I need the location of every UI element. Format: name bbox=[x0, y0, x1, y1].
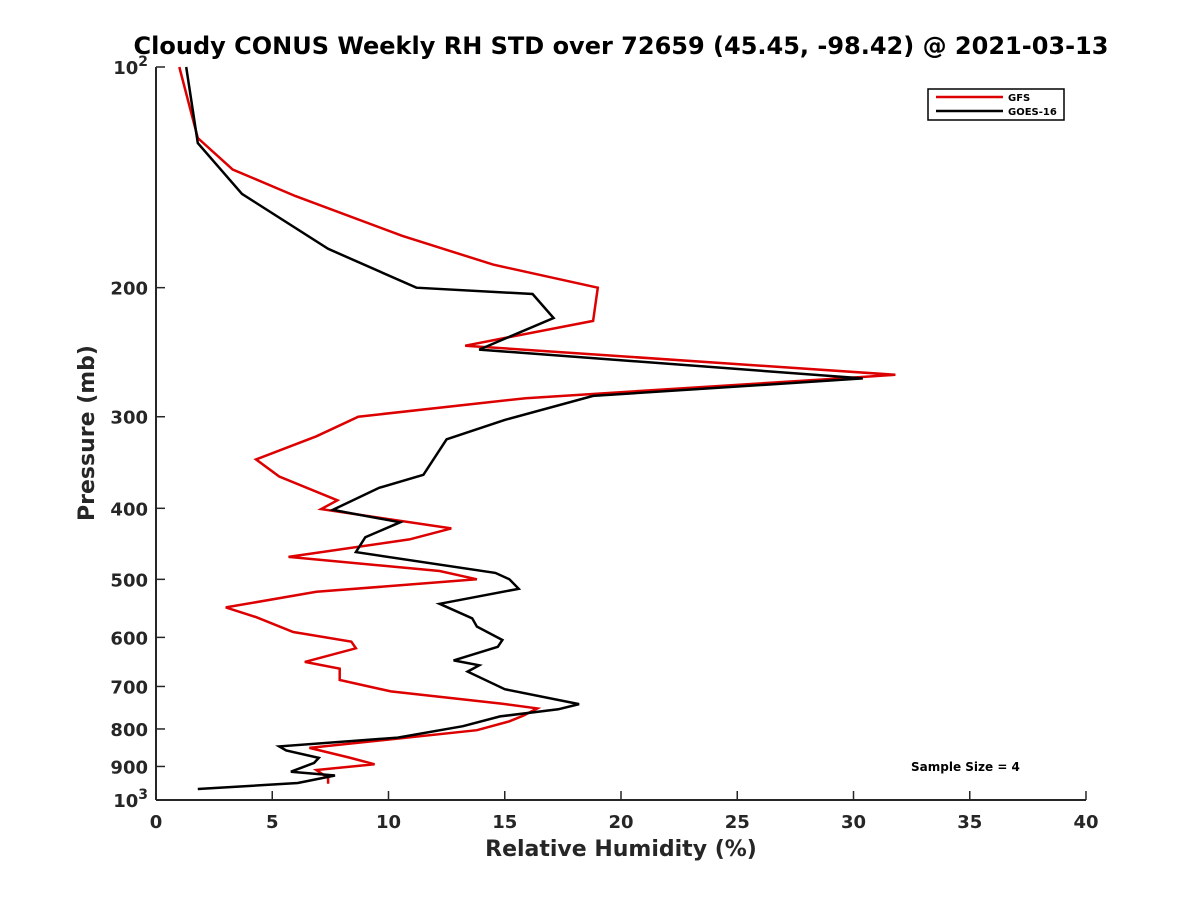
y-tick-label: 400 bbox=[110, 499, 148, 520]
y-axis-label: Pressure (mb) bbox=[75, 345, 100, 521]
legend-label-gfs: GFS bbox=[1008, 93, 1030, 104]
series-line-goes-16 bbox=[184, 66, 863, 791]
x-ticks: 0 5 10 15 20 25 30 35 40 bbox=[150, 791, 1099, 833]
x-tick-label: 30 bbox=[841, 812, 866, 833]
x-tick-label: 10 bbox=[376, 812, 401, 833]
y-tick-label: 103 bbox=[113, 787, 148, 812]
y-tick-label: 700 bbox=[110, 677, 148, 698]
y-tick-label: 500 bbox=[110, 570, 148, 591]
x-tick-label: 0 bbox=[150, 812, 163, 833]
y-tick-label: 200 bbox=[110, 279, 148, 300]
series-line-gfs bbox=[178, 66, 896, 784]
legend-box bbox=[927, 88, 1065, 121]
x-tick-label: 20 bbox=[608, 812, 633, 833]
series-layer bbox=[178, 66, 896, 791]
y-tick-label: 600 bbox=[110, 628, 148, 649]
x-tick-label: 15 bbox=[492, 812, 517, 833]
x-tick-label: 40 bbox=[1073, 812, 1098, 833]
y-tick-label: 102 bbox=[113, 54, 148, 79]
legend-label-goes16: GOES-16 bbox=[1008, 107, 1057, 118]
chart-title: Cloudy CONUS Weekly RH STD over 72659 (4… bbox=[134, 32, 1109, 60]
x-tick-label: 35 bbox=[957, 812, 982, 833]
legend: GFS GOES-16 bbox=[927, 88, 1065, 121]
x-tick-label: 25 bbox=[725, 812, 750, 833]
y-ticks: 102 200 300 400 500 600 700 800 900 103 bbox=[110, 54, 165, 812]
x-tick-label: 5 bbox=[266, 812, 279, 833]
y-tick-label: 900 bbox=[110, 757, 148, 778]
y-tick-label: 300 bbox=[110, 408, 148, 429]
x-axis-label: Relative Humidity (%) bbox=[485, 837, 757, 862]
sample-size-annotation: Sample Size = 4 bbox=[911, 760, 1020, 774]
plot-area bbox=[156, 67, 1086, 800]
y-tick-label: 800 bbox=[110, 720, 148, 741]
